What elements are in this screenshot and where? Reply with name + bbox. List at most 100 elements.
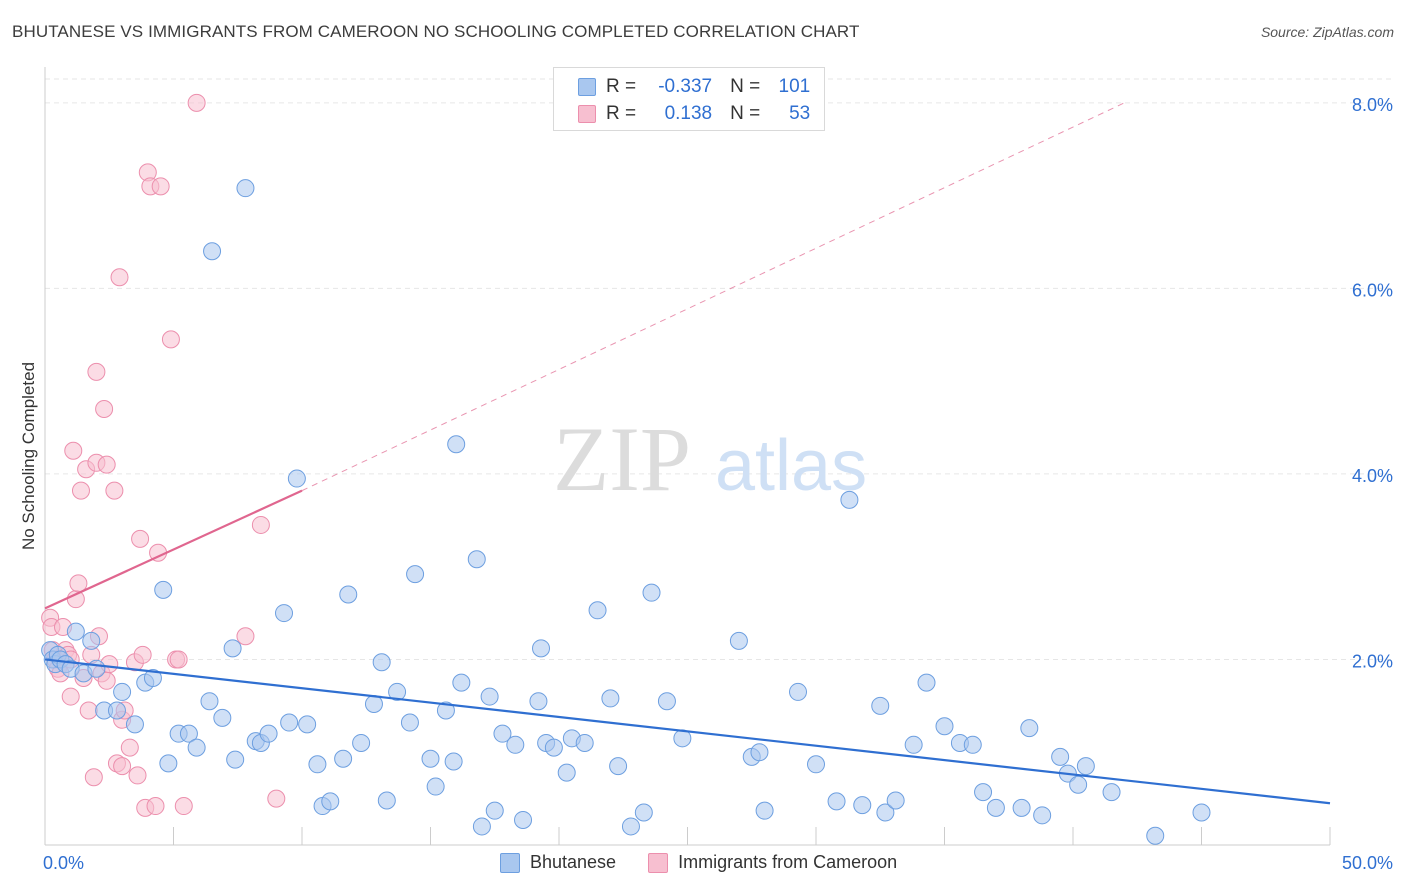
point-bhutanese (213, 708, 232, 727)
point-bhutanese (514, 810, 533, 829)
point-bhutanese (400, 713, 419, 732)
point-bhutanese (532, 639, 551, 658)
point-cameroon (120, 738, 139, 757)
point-cameroon (251, 515, 270, 534)
legend-r-value: 0.138 (664, 103, 713, 124)
point-bhutanese (275, 604, 294, 623)
legend-r-label: R = (606, 76, 637, 97)
point-bhutanese (935, 717, 954, 736)
gridlines (45, 78, 1392, 660)
trend-line-cameroon-extension (301, 102, 1125, 492)
point-bhutanese (159, 754, 178, 773)
tick-labels: 2.0% 4.0% 6.0% 8.0% 0.0% 50.0% (43, 95, 1393, 873)
point-bhutanese (1051, 747, 1070, 766)
point-bhutanese (352, 733, 371, 752)
point-bhutanese (1020, 719, 1039, 738)
watermark: ZIP atlas (553, 408, 867, 510)
point-bhutanese (609, 757, 628, 776)
legend-swatch-cameroon (578, 105, 596, 123)
point-cameroon (113, 757, 132, 776)
trend-line-cameroon (44, 489, 303, 610)
point-bhutanese (642, 583, 661, 602)
point-bhutanese (421, 749, 440, 768)
point-bhutanese (447, 435, 466, 454)
series-legend: Bhutanese Immigrants from Cameroon (500, 852, 929, 873)
point-bhutanese (917, 673, 936, 692)
legend-label-cameroon: Immigrants from Cameroon (678, 852, 898, 872)
point-cameroon (61, 687, 80, 706)
point-bhutanese (557, 763, 576, 782)
point-bhutanese (125, 715, 144, 734)
point-bhutanese (506, 735, 525, 754)
point-cameroon (187, 93, 206, 112)
legend-item-bhutanese[interactable]: Bhutanese (500, 852, 616, 873)
point-bhutanese (298, 715, 317, 734)
point-cameroon (79, 701, 98, 720)
legend-r-value: -0.337 (658, 76, 713, 97)
point-bhutanese (1069, 775, 1088, 794)
point-cameroon (267, 789, 286, 808)
point-bhutanese (113, 682, 132, 701)
point-cameroon (236, 627, 255, 646)
point-bhutanese (876, 803, 895, 822)
point-bhutanese (544, 738, 563, 757)
point-bhutanese (750, 743, 769, 762)
chart-source: Source: ZipAtlas.com (1260, 24, 1394, 40)
point-cameroon (64, 441, 83, 460)
point-bhutanese (436, 701, 455, 720)
point-bhutanese (871, 696, 890, 715)
legend-n-label: N = (730, 103, 761, 124)
point-bhutanese (187, 738, 206, 757)
y-tick-label: 2.0% (1352, 651, 1393, 671)
point-bhutanese (377, 791, 396, 810)
x-tick-label: 50.0% (1342, 853, 1393, 873)
axes (44, 67, 1331, 846)
point-bhutanese (82, 631, 101, 650)
correlation-legend: R = -0.337 N = 101 R = 0.138 N = 53 (553, 67, 825, 131)
x-tick-label: 0.0% (43, 853, 84, 873)
point-cameroon (133, 645, 152, 664)
point-bhutanese (287, 469, 306, 488)
point-bhutanese (426, 777, 445, 796)
point-bhutanese (107, 701, 126, 720)
point-bhutanese (807, 755, 825, 774)
point-cameroon (105, 481, 124, 500)
point-bhutanese (223, 639, 242, 658)
legend-n-label: N = (730, 76, 761, 97)
point-bhutanese (729, 631, 748, 650)
legend-n-value: 53 (789, 103, 811, 124)
legend-label-bhutanese: Bhutanese (530, 852, 617, 872)
point-cameroon (95, 399, 114, 418)
legend-item-cameroon[interactable]: Immigrants from Cameroon (648, 852, 897, 873)
point-bhutanese (480, 687, 499, 706)
point-bhutanese (974, 783, 993, 802)
point-bhutanese (372, 653, 391, 672)
point-cameroon (151, 177, 170, 196)
point-bhutanese (334, 749, 353, 768)
point-cameroon (84, 768, 103, 787)
point-bhutanese (1146, 826, 1165, 845)
point-bhutanese (986, 798, 1005, 817)
point-cameroon (131, 529, 150, 548)
point-cameroon (87, 362, 106, 381)
y-axis-label: No Schooling Completed (19, 362, 38, 550)
legend-n-value: 101 (778, 76, 811, 97)
point-bhutanese (154, 580, 173, 599)
y-tick-label: 4.0% (1352, 466, 1393, 486)
point-bhutanese (236, 179, 255, 198)
point-bhutanese (601, 689, 620, 708)
point-bhutanese (485, 801, 504, 820)
point-bhutanese (1033, 806, 1052, 825)
y-tick-label: 6.0% (1352, 280, 1393, 300)
trend-lines (44, 102, 1331, 805)
legend-swatch-bhutanese (578, 78, 596, 96)
point-cameroon (128, 766, 147, 785)
point-bhutanese (444, 752, 463, 771)
point-bhutanese (87, 659, 106, 678)
legend-row-cameroon: R = 0.138 N = 53 (578, 101, 810, 127)
point-bhutanese (259, 724, 278, 743)
point-bhutanese (179, 724, 198, 743)
point-cameroon (174, 797, 193, 816)
point-bhutanese (840, 490, 859, 509)
